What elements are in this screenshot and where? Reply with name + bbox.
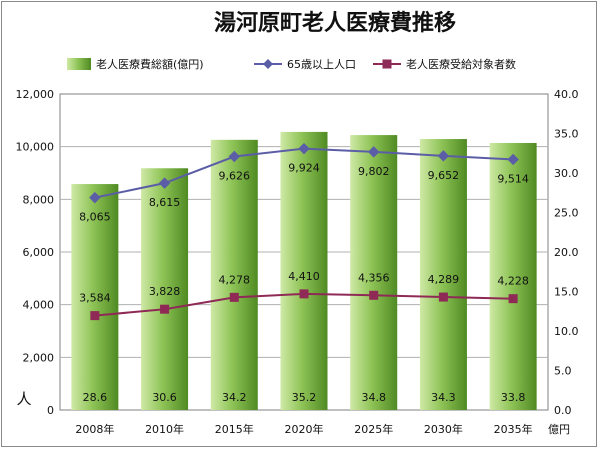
bar-value-label: 34.3 [431,391,456,404]
point-marker [89,191,101,204]
left-tick-label: 6,000 [23,246,55,259]
point-marker [229,292,239,302]
right-tick-label: 40.0 [554,88,579,101]
x-tick-label: 2008年 [75,422,114,436]
bar-value-label: 34.2 [222,391,247,404]
bar [489,142,537,411]
right-tick-label: 15.0 [554,286,579,299]
x-tick-label: 2015年 [215,422,254,436]
point-marker [299,289,309,299]
line-value-label: 4,228 [497,275,529,288]
line-value-label: 9,514 [497,172,529,185]
right-tick-label: 30.0 [554,167,579,180]
legend-label: 老人医療受給対象者数 [406,57,516,71]
bar-value-label: 28.6 [83,391,108,404]
line-value-label: 8,615 [149,196,181,209]
legend-marker [263,59,273,69]
line-value-label: 4,278 [219,273,251,286]
bar-value-label: 33.8 [501,391,526,404]
bar [210,139,258,410]
axes: 0 2,000 4,000 6,000 8,000 10,000 12,000 0.0 5.0 1… [16,88,579,436]
right-axis-unit: 億円 [548,423,570,436]
legend-label: 老人医療費総額(億円) [96,57,204,71]
bar-series [71,131,537,411]
x-tick-label: 2025年 [354,422,393,436]
right-tick-label: 20.0 [554,246,579,259]
x-tick-label: 2030年 [424,422,463,436]
right-tick-label: 0.0 [554,404,572,417]
bar [71,184,119,410]
left-tick-label: 10,000 [16,141,55,154]
point-marker [298,142,310,155]
point-marker [438,292,448,302]
legend: 老人医療費総額(億円) 65歳以上人口 老人医療受給対象者数 [67,57,516,71]
point-marker [508,294,518,304]
left-tick-label: 8,000 [23,193,55,206]
line-value-label: 9,802 [358,165,390,178]
bar [141,168,189,410]
point-marker [158,177,171,189]
point-marker [437,150,450,162]
left-tick-label: 4,000 [23,299,55,312]
line-value-label: 3,584 [79,292,111,305]
bar [419,139,467,410]
right-tick-label: 25.0 [554,207,579,220]
line-value-label: 3,828 [149,285,181,298]
line-value-label: 8,065 [79,211,111,224]
line-value-label: 4,356 [358,271,390,284]
right-tick-label: 35.0 [554,128,579,141]
left-tick-label: 2,000 [23,351,55,364]
legend-marker [382,59,392,69]
line-value-label: 4,289 [428,273,460,286]
point-marker [507,153,519,166]
line-value-label: 9,924 [288,162,320,175]
bar-value-label: 34.8 [361,391,386,404]
point-marker [160,304,170,314]
legend-label: 65歳以上人口 [287,58,356,71]
bar-value-label: 35.2 [292,391,317,404]
point-marker [368,146,380,158]
line-series [89,142,519,321]
x-tick-label: 2010年 [145,422,184,436]
point-marker [369,290,379,300]
x-tick-label: 2035年 [494,422,533,436]
right-tick-label: 5.0 [554,365,572,378]
bar-value-label: 30.6 [152,391,177,404]
point-marker [90,311,100,321]
left-tick-label: 12,000 [16,88,55,101]
data-labels: 28.6 30.6 34.2 35.2 34.8 34.3 33.8 8,065 8,615 9,… [79,162,529,404]
line-value-label: 4,410 [288,270,320,283]
right-tick-label: 10.0 [554,325,579,338]
bar [280,131,328,411]
line-value-label: 9,652 [428,169,460,182]
left-tick-label: 0 [47,404,54,417]
chart-title: 湯河原町老人医療費推移 [214,10,456,36]
line-value-label: 9,626 [219,170,251,183]
point-marker [228,150,240,163]
legend-swatch-bar [67,58,91,70]
left-axis-unit: 人 [16,390,31,408]
bar [350,135,398,410]
x-tick-label: 2020年 [285,422,324,436]
